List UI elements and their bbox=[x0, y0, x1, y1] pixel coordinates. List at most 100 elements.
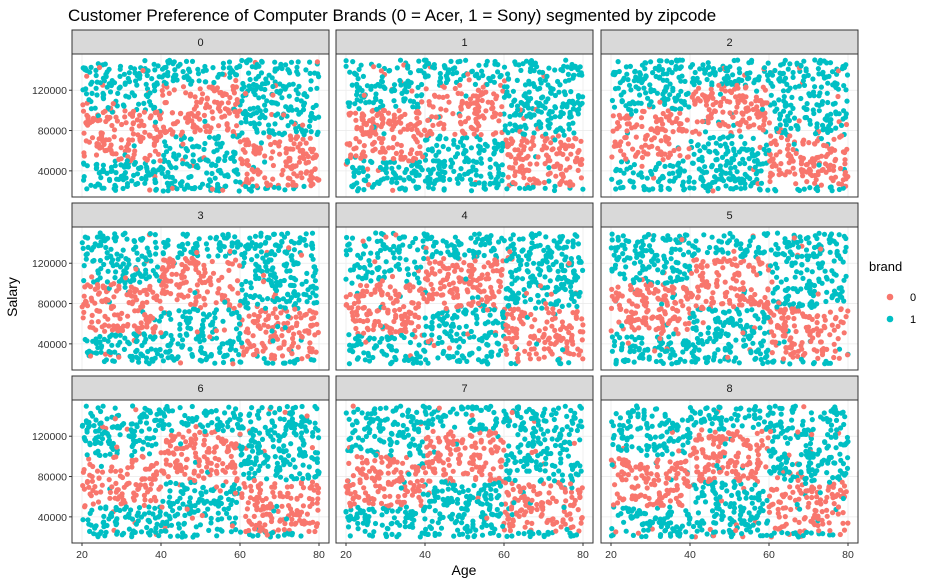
data-point-brand-0 bbox=[523, 290, 530, 296]
data-point-brand-1 bbox=[386, 68, 392, 74]
data-point-brand-1 bbox=[485, 342, 491, 348]
data-point-brand-1 bbox=[391, 243, 397, 249]
data-point-brand-1 bbox=[421, 332, 427, 338]
data-point-brand-1 bbox=[417, 164, 423, 170]
data-point-brand-0 bbox=[787, 133, 793, 139]
data-point-brand-0 bbox=[118, 137, 124, 143]
data-point-brand-1 bbox=[522, 82, 529, 88]
data-point-brand-1 bbox=[450, 66, 456, 72]
data-point-brand-1 bbox=[218, 170, 224, 176]
data-point-brand-1 bbox=[160, 358, 166, 364]
data-point-brand-0 bbox=[201, 266, 208, 272]
data-point-brand-1 bbox=[126, 70, 132, 76]
data-point-brand-1 bbox=[746, 60, 752, 66]
data-point-brand-1 bbox=[349, 280, 355, 286]
data-point-brand-0 bbox=[458, 104, 464, 110]
data-point-brand-1 bbox=[525, 269, 531, 275]
data-point-brand-0 bbox=[361, 330, 367, 336]
data-point-brand-1 bbox=[301, 102, 307, 108]
data-point-brand-1 bbox=[202, 140, 208, 147]
data-point-brand-0 bbox=[430, 122, 436, 128]
data-point-brand-1 bbox=[391, 86, 397, 92]
data-point-brand-1 bbox=[817, 90, 823, 96]
data-point-brand-1 bbox=[189, 78, 195, 84]
data-point-brand-1 bbox=[554, 240, 560, 247]
data-point-brand-0 bbox=[398, 153, 404, 160]
data-point-brand-0 bbox=[499, 104, 505, 110]
data-point-brand-0 bbox=[244, 137, 250, 143]
data-point-brand-1 bbox=[646, 102, 653, 108]
data-point-brand-0 bbox=[492, 257, 498, 263]
data-point-brand-1 bbox=[479, 359, 485, 365]
data-point-brand-1 bbox=[566, 302, 572, 308]
data-point-brand-1 bbox=[344, 234, 350, 241]
data-point-brand-0 bbox=[818, 182, 825, 188]
data-point-brand-0 bbox=[314, 59, 320, 65]
data-point-brand-1 bbox=[503, 295, 509, 301]
data-point-brand-0 bbox=[230, 361, 236, 367]
data-point-brand-1 bbox=[113, 269, 119, 275]
data-point-brand-1 bbox=[730, 72, 736, 78]
data-point-brand-0 bbox=[177, 360, 184, 366]
data-point-brand-0 bbox=[401, 126, 407, 132]
data-point-brand-0 bbox=[811, 141, 818, 147]
data-point-brand-1 bbox=[730, 156, 736, 162]
data-point-brand-1 bbox=[122, 81, 128, 87]
data-point-brand-0 bbox=[832, 158, 838, 164]
data-point-brand-1 bbox=[552, 183, 558, 189]
data-point-brand-1 bbox=[246, 245, 252, 252]
data-point-brand-1 bbox=[153, 347, 159, 353]
data-point-brand-1 bbox=[252, 268, 259, 274]
data-point-brand-1 bbox=[174, 186, 180, 192]
data-point-brand-0 bbox=[364, 325, 370, 331]
data-point-brand-1 bbox=[707, 184, 713, 190]
data-point-brand-1 bbox=[651, 87, 657, 94]
data-point-brand-1 bbox=[514, 299, 520, 305]
data-point-brand-0 bbox=[778, 161, 784, 167]
data-point-brand-1 bbox=[524, 261, 530, 267]
data-point-brand-1 bbox=[520, 131, 526, 137]
data-point-brand-1 bbox=[182, 154, 189, 160]
data-point-brand-0 bbox=[665, 108, 671, 114]
data-point-brand-1 bbox=[221, 244, 227, 250]
data-point-brand-0 bbox=[542, 326, 548, 332]
data-point-brand-0 bbox=[558, 139, 564, 145]
data-point-brand-1 bbox=[626, 82, 633, 88]
data-point-brand-1 bbox=[120, 247, 126, 253]
data-point-brand-0 bbox=[162, 100, 168, 106]
data-point-brand-1 bbox=[560, 285, 566, 291]
data-point-brand-0 bbox=[275, 336, 281, 342]
data-point-brand-0 bbox=[144, 299, 150, 305]
data-point-brand-1 bbox=[560, 68, 566, 74]
data-point-brand-1 bbox=[266, 72, 272, 78]
data-point-brand-1 bbox=[291, 240, 297, 246]
data-point-brand-0 bbox=[521, 144, 527, 150]
data-point-brand-1 bbox=[421, 255, 427, 262]
data-point-brand-1 bbox=[728, 133, 734, 139]
data-point-brand-1 bbox=[519, 248, 525, 254]
data-point-brand-1 bbox=[166, 174, 173, 180]
data-point-brand-1 bbox=[134, 73, 140, 79]
data-point-brand-1 bbox=[283, 104, 289, 110]
data-point-brand-1 bbox=[501, 238, 507, 244]
data-point-brand-0 bbox=[189, 260, 196, 266]
facet-strip bbox=[71, 29, 330, 55]
data-point-brand-0 bbox=[520, 321, 526, 327]
data-point-brand-0 bbox=[174, 297, 180, 303]
data-point-brand-0 bbox=[733, 109, 739, 115]
data-point-brand-0 bbox=[528, 311, 534, 318]
data-point-brand-0 bbox=[541, 346, 547, 352]
data-point-brand-1 bbox=[421, 347, 427, 353]
data-point-brand-1 bbox=[839, 66, 846, 72]
data-point-brand-0 bbox=[641, 149, 647, 155]
data-point-brand-1 bbox=[410, 104, 416, 110]
data-point-brand-1 bbox=[673, 57, 680, 63]
data-point-brand-1 bbox=[220, 65, 226, 71]
data-point-brand-0 bbox=[533, 351, 539, 357]
data-point-brand-0 bbox=[363, 120, 369, 127]
data-point-brand-0 bbox=[279, 333, 285, 339]
data-point-brand-0 bbox=[521, 175, 527, 181]
data-point-brand-1 bbox=[362, 357, 368, 363]
data-point-brand-1 bbox=[168, 332, 174, 339]
data-point-brand-1 bbox=[146, 274, 152, 280]
